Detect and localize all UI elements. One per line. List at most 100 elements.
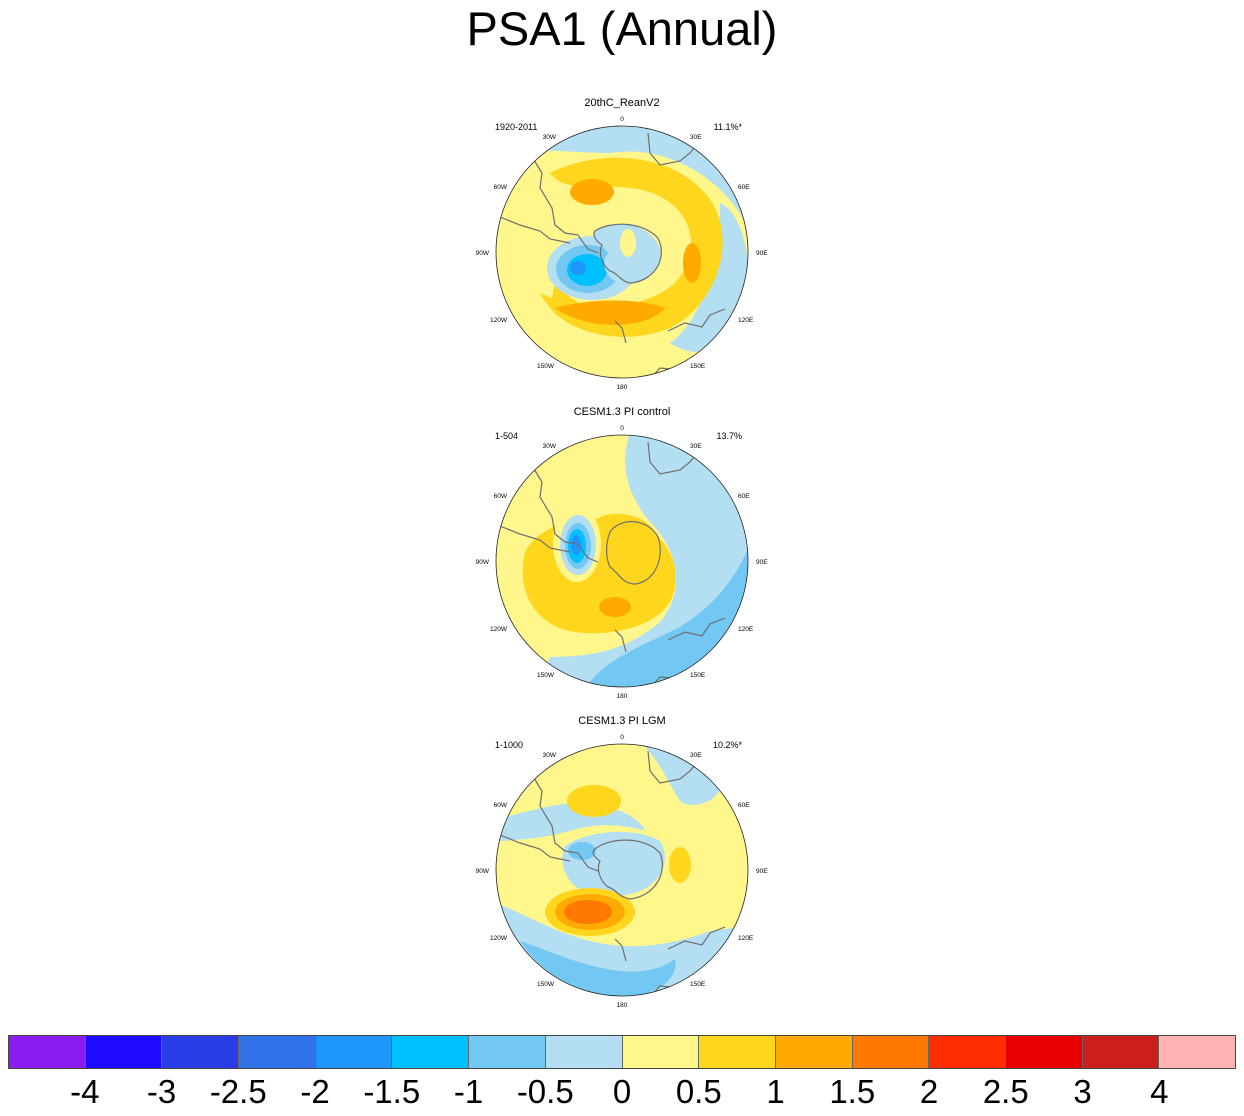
- colorbar-tick-label: -1.5: [363, 1073, 421, 1110]
- lon-label: 60E: [738, 802, 750, 809]
- contour-negative-core: [571, 535, 581, 555]
- figure-title: PSA1 (Annual): [466, 2, 778, 55]
- panel-title: CESM1.3 PI LGM: [578, 715, 666, 727]
- contour-negative-core: [568, 842, 596, 860]
- colorbar: [8, 1035, 1236, 1069]
- colorbar-tick-label: -0.5: [516, 1073, 574, 1110]
- lon-label: 90E: [756, 868, 768, 875]
- contour-positive-core: [564, 900, 612, 924]
- lon-label: 120E: [738, 317, 754, 324]
- colorbar-swatch: [315, 1036, 393, 1068]
- contour-negative-region: [520, 941, 676, 996]
- colorbar-tick-label: -2.5: [209, 1073, 267, 1110]
- panel-variance: 13.7%: [716, 431, 742, 441]
- lon-label: 90E: [756, 250, 768, 257]
- colorbar-tick-label: 3: [1073, 1073, 1092, 1110]
- colorbar-tick-label: -3: [146, 1073, 177, 1110]
- lon-label: 150E: [690, 672, 706, 679]
- colorbar-swatch: [775, 1036, 853, 1068]
- colorbar-swatch: [852, 1036, 930, 1068]
- lon-label: 180: [617, 384, 628, 391]
- contour-negative-region: [640, 744, 721, 805]
- lon-label: 150W: [537, 981, 555, 988]
- lon-label: 0: [620, 734, 624, 741]
- coastlines: [499, 750, 726, 996]
- panel-title: 20thC_ReanV2: [584, 97, 660, 109]
- map-boundary: [495, 434, 749, 688]
- lon-label: 30E: [690, 134, 702, 141]
- map-panel-lgm: CESM1.3 PI LGM 1-1000 10.2%*: [470, 715, 774, 1015]
- map-boundary: [495, 743, 749, 997]
- contour-positive-region: [567, 785, 621, 817]
- contour-positive-core: [599, 597, 631, 617]
- lon-label: 30E: [690, 443, 702, 450]
- lon-label: 120W: [490, 935, 508, 942]
- panel-variance: 11.1%*: [713, 122, 742, 132]
- colorbar-swatch: [699, 1036, 776, 1068]
- contour-positive-region: [540, 157, 723, 337]
- polar-map: 0 30E 60E 90E 120E 150E 180 150W 120W 90…: [476, 734, 769, 1009]
- colorbar-swatch: [392, 1036, 470, 1068]
- lon-label: 90E: [756, 559, 768, 566]
- longitude-labels: 0 30E 60E 90E 120E 150E 180 150W 120W 90…: [476, 425, 769, 700]
- lon-label: 0: [620, 425, 624, 432]
- lon-label: 90W: [476, 868, 490, 875]
- panel-title: CESM1.3 PI control: [573, 406, 671, 418]
- lon-label: 30W: [543, 443, 557, 450]
- lon-label: 150E: [690, 363, 706, 370]
- lon-label: 90W: [476, 250, 490, 257]
- colorbar-swatch: [1082, 1036, 1160, 1068]
- colorbar-tick-label: 2.5: [982, 1073, 1029, 1110]
- lon-label: 120W: [490, 626, 508, 633]
- lon-label: 150E: [690, 981, 706, 988]
- lon-label: 60W: [494, 802, 508, 809]
- lon-label: 180: [617, 693, 628, 700]
- lon-label: 90W: [476, 559, 490, 566]
- contour-positive-region: [669, 847, 691, 883]
- colorbar-swatch: [239, 1036, 316, 1068]
- contour-positive-core: [683, 243, 701, 283]
- contour-positive-core: [555, 300, 665, 325]
- colorbar-swatch: [1005, 1036, 1083, 1068]
- panel-period: 1-1000: [495, 740, 524, 750]
- lon-label: 60E: [738, 184, 750, 191]
- panel-variance: 10.2%*: [712, 740, 742, 750]
- lon-label: 0: [620, 116, 624, 123]
- panel-period: 1-504: [495, 431, 519, 441]
- colorbar-tick-label: 2: [919, 1073, 939, 1110]
- lon-label: 30E: [690, 752, 702, 759]
- colorbar-tick-label: 1.5: [829, 1073, 876, 1110]
- colorbar-swatch: [85, 1036, 163, 1068]
- colorbar-tick-label: 0: [612, 1073, 632, 1110]
- contour-positive-core: [570, 179, 614, 205]
- map-panel-pi-control: CESM1.3 PI control 1-504 13.7%: [470, 406, 774, 706]
- lon-label: 30W: [543, 134, 557, 141]
- lon-label: 150W: [537, 363, 555, 370]
- lon-label: 30W: [543, 752, 557, 759]
- lon-label: 180: [617, 1002, 628, 1009]
- colorbar-tick-label: -4: [70, 1073, 100, 1110]
- lon-label: 120E: [738, 935, 754, 942]
- panel-period: 1920-2011: [495, 122, 538, 132]
- colorbar-tick-label: 4: [1150, 1073, 1169, 1110]
- polar-map: 0 30E 60E 90E 120E 150E 180 150W 120W 90…: [476, 425, 769, 700]
- polar-map: 0 30E 60E 90E 120E 150E 180 150W 120W 90…: [476, 116, 769, 391]
- colorbar-swatch: [9, 1036, 86, 1068]
- colorbar-swatch: [162, 1036, 240, 1068]
- longitude-labels: 0 30E 60E 90E 120E 150E 180 150W 120W 90…: [476, 116, 769, 391]
- lon-label: 60E: [738, 493, 750, 500]
- lon-label: 120E: [738, 626, 754, 633]
- colorbar-swatch: [469, 1036, 546, 1068]
- lon-label: 120W: [490, 317, 508, 324]
- contour-positive-region: [620, 229, 636, 257]
- colorbar-tick-label: -2: [300, 1073, 330, 1110]
- longitude-labels: 0 30E 60E 90E 120E 150E 180 150W 120W 90…: [476, 734, 769, 1009]
- contour-negative-core: [570, 261, 586, 275]
- contour-positive-region: [598, 513, 658, 583]
- lon-label: 150W: [537, 672, 555, 679]
- colorbar-tick-label: 0.5: [675, 1073, 722, 1110]
- lon-label: 60W: [494, 184, 508, 191]
- contour-positive-region: [550, 283, 670, 335]
- colorbar-tick-label: 1: [766, 1073, 785, 1110]
- colorbar-swatch: [929, 1036, 1006, 1068]
